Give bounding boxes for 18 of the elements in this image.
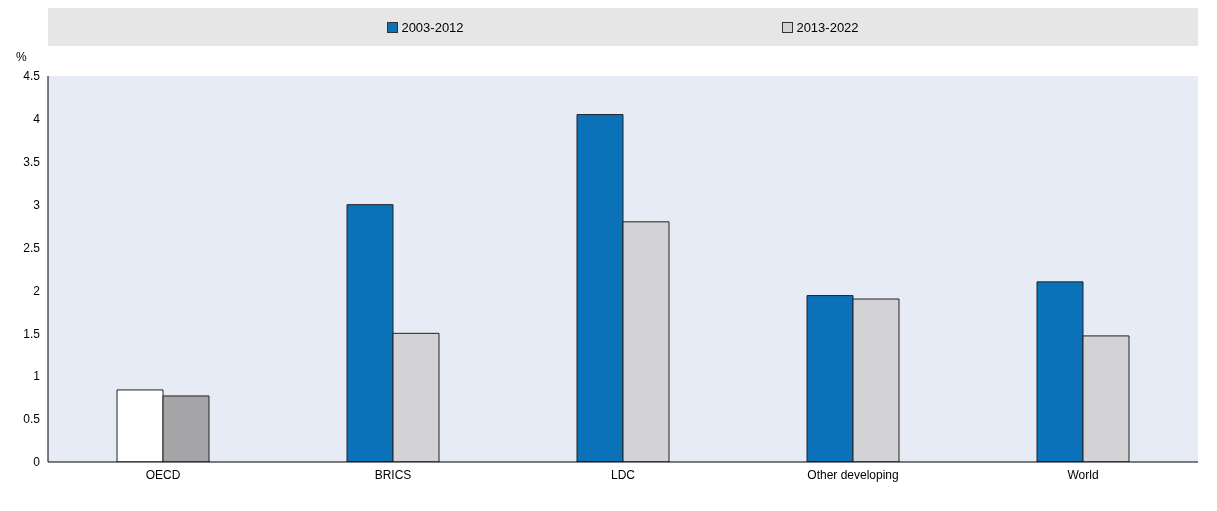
y-tick-label: 2.5: [23, 240, 41, 255]
x-tick-label: Other developing: [807, 467, 899, 482]
y-tick-label: 1.5: [23, 326, 41, 341]
x-tick-label: LDC: [610, 467, 636, 482]
x-tick-label: BRICS: [374, 467, 412, 482]
y-tick-label: 2: [33, 283, 41, 298]
y-tick-label: 3.5: [23, 155, 41, 170]
x-tick-label: World: [1067, 467, 1099, 482]
y-axis-title: %: [15, 49, 28, 66]
y-tick-label: 4: [33, 112, 41, 127]
x-tick-label: OECD: [145, 467, 181, 482]
y-tick-label: 0: [33, 455, 41, 470]
y-tick-label: 0.5: [23, 412, 41, 427]
y-tick-label: 4.5: [23, 69, 41, 84]
y-tick-label: 3: [33, 197, 41, 212]
y-tick-label: 1: [33, 369, 41, 384]
legend-label: 2003-2012: [401, 19, 464, 35]
legend-label: 2013-2022: [796, 19, 859, 35]
